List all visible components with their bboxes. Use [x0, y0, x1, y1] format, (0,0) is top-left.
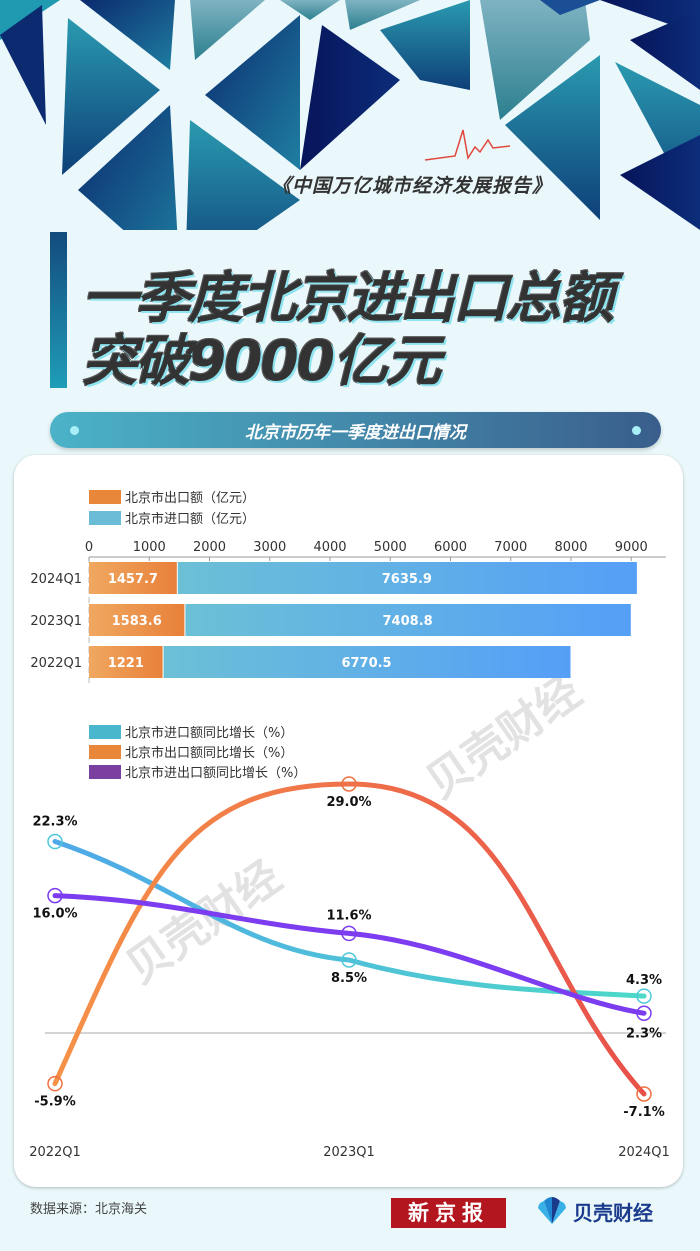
x-tick-label: 5000 [374, 540, 407, 555]
data-point-marker [636, 988, 652, 1004]
data-source: 数据来源：北京海关 [30, 1202, 148, 1217]
bar-value-label: 1457.7 [108, 572, 158, 587]
x-tick-label: 0 [85, 540, 93, 555]
xinjingbao-logo: 新京报 [391, 1198, 506, 1228]
bar-value-label: 1221 [108, 656, 144, 671]
x-tick-label: 3000 [253, 540, 286, 555]
section-banner: 北京市历年一季度进出口情况 [50, 412, 661, 448]
bar-export [89, 604, 185, 636]
report-series-title: 《中国万亿城市经济发展报告》 [272, 175, 553, 197]
legend-label-total-growth: 北京市进出口额同比增长（%） [125, 766, 307, 781]
x-tick-label: 9000 [615, 540, 648, 555]
legend-total-growth: 北京市进出口额同比增长（%） [89, 762, 306, 781]
data-point-marker [341, 925, 357, 942]
x-tick-label: 2000 [193, 540, 226, 555]
legend-import-growth: 北京市进口额同比增长（%） [89, 722, 293, 741]
legend-swatch-import-growth [89, 724, 121, 739]
data-point-marker [341, 776, 357, 792]
bar-group: 2024Q1 1457.7 7635.9 2023Q1 1583.6 7408.8 2022… [30, 562, 637, 678]
line-group: 22.3% 8.5% 4.3% -5.9% 29.0% -7.1% 16.0% 11.6% 2.… [32, 776, 665, 1120]
line-x-label: 2023Q1 [323, 1145, 375, 1160]
bar-category-label: 2023Q1 [30, 614, 82, 629]
x-tick-label: 8000 [554, 540, 587, 555]
data-point-label: 11.6% [326, 908, 371, 923]
bar-category-label: 2024Q1 [30, 572, 82, 587]
headline-line-1: 一季度北京进出口总额 [82, 266, 614, 330]
title-accent-bar [50, 232, 67, 388]
bar-value-label: 6770.5 [341, 656, 391, 671]
line-x-label: 2022Q1 [29, 1145, 81, 1160]
data-point-label: 22.3% [32, 815, 77, 830]
beike-logo: 贝壳财经 [535, 1196, 653, 1226]
banner-dot-left-icon [70, 426, 79, 435]
banner-dot-right-icon [632, 426, 641, 435]
hero-city-collage [0, 0, 700, 230]
bar-x-ticks: 0 1000 2000 3000 4000 5000 6000 7000 8000 9000 [85, 540, 648, 561]
beike-logo-text: 贝壳财经 [573, 1200, 653, 1225]
line-x-labels: 2022Q1 2023Q1 2024Q1 [29, 1145, 670, 1160]
data-point-marker [47, 1075, 63, 1092]
data-point-label: 4.3% [626, 973, 662, 988]
data-point-label: -5.9% [34, 1095, 75, 1110]
legend-label-import-growth: 北京市进口额同比增长（%） [125, 726, 294, 741]
data-point-label: 16.0% [32, 907, 77, 922]
data-point-label: 29.0% [326, 795, 371, 810]
x-tick-label: 4000 [313, 540, 346, 555]
legend-label-export-growth: 北京市出口额同比增长（%） [125, 746, 294, 761]
banner-title: 北京市历年一季度进出口情况 [245, 423, 466, 443]
x-tick-label: 1000 [133, 540, 166, 555]
headline-line-2: 突破9000亿元 [82, 329, 441, 393]
data-point-label: 8.5% [331, 971, 367, 986]
bar-value-label: 7408.8 [383, 614, 433, 629]
bar-import [177, 562, 637, 594]
line-x-label: 2024Q1 [618, 1145, 670, 1160]
data-point-marker [636, 1005, 652, 1022]
bar-export [89, 646, 163, 678]
bar-import [185, 604, 631, 636]
x-tick-label: 7000 [494, 540, 527, 555]
legend-export-growth: 北京市出口额同比增长（%） [89, 742, 293, 761]
legend-swatch-export-growth [89, 744, 121, 759]
bar-import [163, 646, 571, 678]
data-point-marker [47, 833, 63, 850]
legend-swatch-total-growth [89, 764, 121, 779]
bar-value-label: 7635.9 [382, 572, 432, 587]
data-point-marker [341, 952, 357, 968]
data-point-label: -7.1% [623, 1105, 664, 1120]
line-series [52, 781, 647, 1097]
data-point-label: 2.3% [626, 1026, 662, 1041]
bar-value-label: 1583.6 [112, 614, 162, 629]
line-series [52, 893, 647, 1016]
bar-category-label: 2022Q1 [30, 656, 82, 671]
data-point-marker [47, 887, 63, 904]
data-point-marker [636, 1086, 652, 1102]
x-tick-label: 6000 [434, 540, 467, 555]
shell-icon [538, 1197, 566, 1224]
watermark: 贝壳财经 [417, 666, 590, 809]
bar-export [89, 562, 177, 594]
